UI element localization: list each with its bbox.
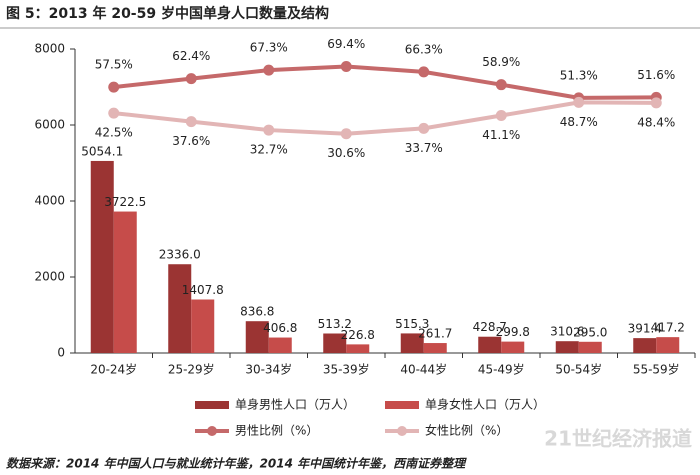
line-value-label: 30.6% — [327, 146, 365, 160]
line-point — [495, 110, 507, 122]
bar — [191, 299, 215, 353]
bar — [245, 321, 269, 353]
bar — [400, 333, 424, 353]
x-tick-label: 40-44岁 — [400, 362, 447, 377]
bar — [346, 344, 370, 353]
bar-value-label: 515.3 — [395, 317, 429, 331]
line-point — [185, 116, 197, 128]
legend-label: 单身女性人口（万人） — [425, 397, 545, 412]
x-tick-label: 45-49岁 — [478, 362, 525, 377]
bar-value-label: 2336.0 — [159, 248, 201, 262]
line-value-label: 58.9% — [482, 55, 520, 69]
line-value-label: 51.6% — [637, 68, 675, 82]
line-point — [108, 81, 120, 93]
y-tick-label: 6000 — [34, 118, 65, 132]
bar-value-label: 261.7 — [418, 327, 452, 341]
line — [113, 64, 657, 100]
line-point — [340, 128, 352, 140]
bar-value-label: 513.2 — [318, 317, 352, 331]
line-point — [495, 79, 507, 91]
y-tick-label: 8000 — [34, 42, 65, 56]
line-point — [340, 60, 352, 72]
line-point — [650, 97, 662, 109]
line-value-label: 41.1% — [482, 128, 520, 142]
line-point — [418, 66, 430, 78]
bar — [656, 337, 680, 353]
x-tick-label: 30-34岁 — [245, 362, 292, 377]
source: 数据来源：2014 年中国人口与就业统计年鉴，2014 年中国统计年鉴，西南证券… — [6, 457, 467, 471]
bar — [268, 337, 292, 353]
line-value-label: 32.7% — [250, 143, 288, 157]
y-tick-label: 0 — [57, 346, 65, 360]
x-tick-label: 50-54岁 — [555, 362, 602, 377]
line — [113, 100, 657, 136]
bar-value-label: 310.6 — [550, 325, 584, 339]
line-point — [263, 124, 275, 136]
bar-value-label: 3722.5 — [104, 195, 146, 209]
bar — [113, 211, 137, 353]
bar-value-label: 299.8 — [496, 325, 530, 339]
bar — [90, 160, 114, 353]
x-tick-label: 25-29岁 — [168, 362, 215, 377]
legend-marker — [207, 426, 217, 436]
bar — [501, 341, 525, 353]
y-tick-label: 2000 — [34, 270, 65, 284]
legend-label: 单身男性人口（万人） — [235, 397, 355, 412]
line-value-label: 51.3% — [560, 68, 598, 82]
x-tick-label: 35-39岁 — [323, 362, 370, 377]
x-tick-label: 20-24岁 — [90, 362, 137, 377]
y-tick-label: 4000 — [34, 194, 65, 208]
line-value-label: 42.5% — [95, 126, 133, 140]
x-tick-label: 55-59岁 — [633, 362, 680, 377]
line-value-label: 62.4% — [172, 49, 210, 63]
bar-value-label: 836.8 — [240, 305, 274, 319]
bar-value-label: 417.2 — [651, 321, 685, 335]
line-value-label: 57.5% — [95, 58, 133, 72]
bar-value-label: 1407.8 — [182, 283, 224, 297]
line-value-label: 66.3% — [405, 42, 443, 56]
bar-value-label: 295.0 — [573, 325, 607, 339]
legend-marker — [397, 426, 407, 436]
bar-value-label: 5054.1 — [81, 144, 123, 158]
line-point — [263, 64, 275, 76]
line-value-label: 67.3% — [250, 41, 288, 55]
bar — [633, 338, 657, 353]
line-point — [185, 73, 197, 85]
bar — [323, 333, 347, 353]
bar — [555, 341, 579, 353]
bar — [423, 343, 447, 353]
line-point — [418, 122, 430, 134]
bar-value-label: 226.8 — [341, 328, 375, 342]
line-value-label: 48.4% — [637, 115, 675, 129]
bar-value-label: 391.4 — [628, 322, 662, 336]
bar-value-label: 428.7 — [473, 320, 507, 334]
bar — [578, 341, 602, 353]
bar-value-label: 406.8 — [263, 321, 297, 335]
chart-title: 图 5：2013 年 20-59 岁中国单身人口数量及结构 — [6, 5, 329, 22]
legend-label: 女性比例（%） — [425, 423, 508, 438]
line-value-label: 37.6% — [172, 134, 210, 148]
legend-swatch — [195, 401, 229, 409]
bar — [168, 264, 192, 353]
line-value-label: 33.7% — [405, 141, 443, 155]
legend-label: 男性比例（%） — [235, 424, 318, 438]
legend-swatch — [385, 401, 419, 409]
line-point — [573, 96, 585, 108]
line-point — [108, 107, 120, 119]
bar — [478, 336, 502, 353]
watermark: 21世纪经济报道 — [544, 427, 692, 451]
line-value-label: 48.7% — [560, 115, 598, 129]
line-value-label: 69.4% — [327, 37, 365, 51]
